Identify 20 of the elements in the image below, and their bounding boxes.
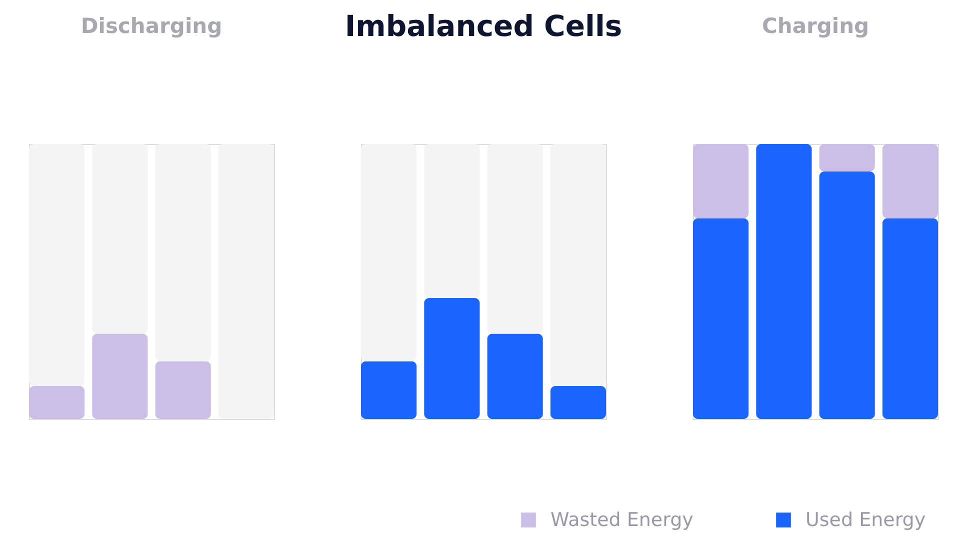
bar [361, 361, 417, 419]
bar [487, 334, 543, 419]
text: Discharging [80, 14, 222, 38]
bar [155, 361, 211, 419]
legend-label: Wasted Energy [550, 509, 694, 531]
chart-title: Imbalanced Cells [344, 9, 622, 43]
bar [92, 334, 148, 419]
bar [550, 144, 606, 386]
bar [487, 144, 543, 334]
bar [550, 386, 606, 419]
bar [424, 144, 480, 298]
bar [92, 144, 148, 334]
bar [361, 144, 417, 362]
bar [29, 144, 85, 386]
bar [29, 386, 85, 419]
legend-label: Used Energy [806, 509, 926, 531]
text: Charging [762, 14, 870, 38]
bar [424, 298, 480, 419]
bar [218, 144, 274, 419]
bar [155, 144, 211, 362]
